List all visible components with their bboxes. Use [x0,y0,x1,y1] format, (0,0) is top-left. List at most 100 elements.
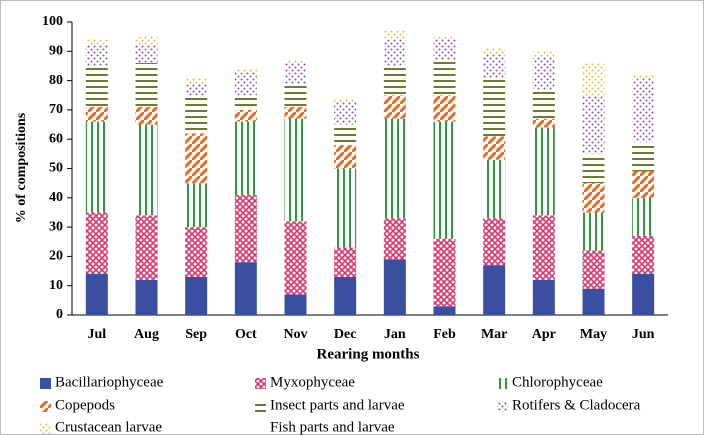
y-axis-title: % of compositions [14,112,29,223]
bar-segment [284,118,307,222]
bar-segment [284,221,307,295]
bar-segment [185,227,208,277]
bar-segment [85,45,108,66]
bar-segment [582,63,605,96]
y-tick-label: 90 [49,44,63,59]
bar-segment [483,54,506,78]
bar-segment [135,63,158,107]
bar-segment [334,276,357,315]
bar-segment [582,183,605,213]
bar-segment [185,77,208,84]
legend-label: Rotifers & Cladocera [512,397,641,413]
bar-segment [433,121,456,239]
bar-segment [234,71,257,96]
bar-segment [185,95,208,134]
x-tick-label: Nov [283,327,307,342]
bar-segment [135,215,158,280]
bar-segment [582,95,605,154]
legend-label: Bacillariophyceae [55,374,164,390]
bar-segment [483,77,506,137]
bar-segment [433,306,456,315]
x-tick-label: Oct [235,327,257,342]
bar-segment [632,273,655,315]
legend-swatch [497,378,508,389]
bar-segment [383,95,406,119]
y-tick-label: 30 [49,219,63,234]
x-tick-label: Aug [134,327,159,342]
bar-segment [532,118,555,128]
legend-label: Crustacean larvae [55,419,162,435]
x-tick-label: Dec [334,327,357,342]
legend-swatch [40,378,51,389]
y-tick-label: 100 [42,14,63,29]
legend-swatch [255,378,266,389]
bar-segment [85,65,108,107]
bar-segment [334,124,357,146]
bar-segment [85,121,108,213]
bar-segment [234,109,257,122]
bar-segment [532,215,555,280]
bar-segment [632,74,655,78]
bar-segment [532,89,555,119]
bar-segment [334,247,357,277]
bar-segment [284,83,307,107]
bar-segment [582,288,605,315]
bar-segment [632,77,655,143]
bar-segment [582,212,605,251]
bar-segment [234,68,257,72]
x-tick-label: Apr [532,327,556,342]
bar-segment [433,36,456,40]
bar-segment [334,98,357,102]
bar-segment [85,212,108,274]
bar-segment [234,121,257,195]
x-tick-label: Jan [384,327,406,342]
bar-segment [433,95,456,122]
bar-segment [185,276,208,315]
bar-segment [284,60,307,64]
bar-segment [582,250,605,289]
x-tick-label: May [580,327,607,342]
bar-segment [85,39,108,46]
bar-segment [135,36,158,46]
bar-segment [532,279,555,315]
y-tick-label: 0 [56,307,63,322]
bar-segment [632,197,655,236]
bar-segment [532,127,555,216]
bar-segment [532,51,555,58]
bar-segment [135,45,158,64]
bar-segment [632,235,655,274]
bar-segment [234,262,257,315]
x-tick-label: Feb [433,327,456,342]
x-tick-label: Jun [632,327,655,342]
legend-swatch [40,423,51,434]
bar-segment [632,171,655,198]
bar-segment [234,194,257,263]
bar-segment [185,83,208,96]
bar-segment [383,65,406,96]
x-tick-label: Sep [185,327,207,342]
y-tick-label: 10 [49,278,63,293]
bar-segment [483,136,506,160]
y-tick-label: 70 [49,102,63,117]
bar-segment [135,106,158,125]
bar-segment [185,183,208,228]
legend-label: Copepods [55,397,115,413]
bar-segment [185,133,208,184]
y-tick-label: 20 [49,249,63,264]
y-tick-label: 80 [49,73,63,88]
legend-label: Chlorophyceae [512,374,603,390]
bar-segment [532,57,555,90]
bar-segment [284,63,307,84]
legend-label: Myxophyceae [270,374,355,390]
bar-segment [483,218,506,266]
legend-swatch [40,401,51,412]
bar-segment [433,39,456,61]
bar-segment [483,48,506,55]
legend-swatch [255,401,266,412]
bar-segment [85,106,108,122]
legend-swatch [255,423,266,434]
bar-segment [383,259,406,315]
legend-label: Fish parts and larvae [270,419,395,435]
y-tick-label: 50 [49,161,63,176]
